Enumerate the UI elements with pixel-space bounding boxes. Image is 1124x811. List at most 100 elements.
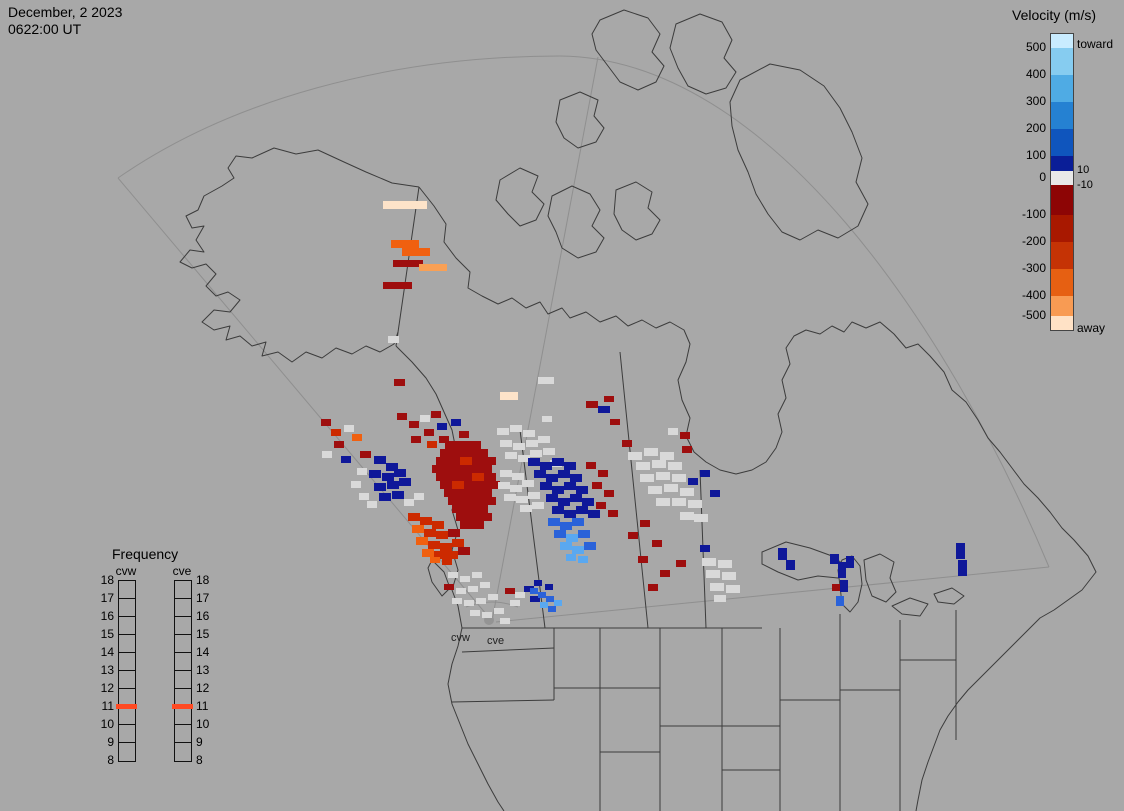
frequency-scale-label: 18 [196, 573, 210, 587]
radar-data-cell [488, 594, 498, 600]
frequency-bar-segment [119, 653, 135, 671]
frequency-bar-segment [119, 707, 135, 725]
radar-data-cell [564, 462, 576, 470]
radar-data-cell [628, 452, 642, 460]
frequency-bar-segment [119, 617, 135, 635]
frequency-scale-label: 9 [196, 735, 203, 749]
radar-data-cell [392, 491, 404, 499]
radar-data-cell [543, 448, 555, 455]
radar-data-cell [391, 240, 419, 248]
radar-data-cell [778, 548, 787, 560]
colorbar-segment [1051, 156, 1073, 171]
radar-data-cell [444, 584, 454, 590]
radar-data-cell [424, 429, 434, 436]
radar-data-cell [452, 505, 464, 513]
radar-data-cell [510, 425, 522, 432]
radar-data-cell [700, 470, 710, 477]
frequency-scale-label: 8 [196, 753, 203, 767]
radar-data-cell [538, 592, 546, 598]
radar-data-cell [344, 425, 354, 432]
frequency-bar-segment [119, 635, 135, 653]
radar-data-cell [500, 618, 510, 624]
frequency-scale-label: 10 [196, 717, 210, 731]
radar-data-cell [576, 486, 588, 494]
radar-data-cell [505, 588, 515, 594]
radar-data-cell [448, 572, 458, 578]
frequency-scale-label: 17 [196, 591, 210, 605]
radar-site-label-cve: cve [487, 635, 505, 647]
colorbar-title: Velocity (m/s) [1012, 7, 1097, 23]
radar-data-cell [688, 478, 698, 485]
radar-data-cell [668, 428, 678, 435]
radar-data-cell [440, 449, 452, 457]
radar-data-cell [367, 501, 377, 508]
colorbar-segment [1051, 34, 1073, 48]
colorbar-tick-label: -500 [1021, 308, 1046, 322]
radar-data-cell [520, 505, 532, 512]
radar-data-cell [710, 583, 724, 591]
radar-data-cell [722, 572, 736, 580]
colorbar-tick-label: 0 [1039, 170, 1046, 184]
radar-data-cell [656, 472, 670, 480]
radar-data-cell [436, 473, 448, 481]
radar-data-cell [552, 458, 564, 466]
frequency-scale-label: 14 [196, 645, 210, 659]
radar-data-cell [420, 415, 430, 422]
radar-data-cell [321, 419, 331, 426]
radar-data-cell [416, 537, 428, 545]
radar-data-cell [636, 462, 650, 470]
frequency-scale-label: 17 [100, 591, 114, 605]
radar-data-cell [576, 506, 588, 514]
date-text: December, 2 2023 [8, 4, 123, 20]
radar-data-cell [578, 530, 590, 538]
time-text: 0622:00 UT [8, 21, 82, 37]
colorbar-segment [1051, 296, 1073, 316]
radar-data-cell [388, 336, 399, 343]
radar-data-cell [352, 434, 362, 441]
radar-data-cell [726, 585, 740, 593]
radar-data-cell [500, 440, 512, 447]
radar-data-cell [546, 494, 558, 502]
radar-data-cell [322, 451, 332, 458]
radar-data-cell [331, 429, 341, 436]
radar-data-cell [505, 452, 517, 459]
radar-data-cell [530, 450, 542, 457]
frequency-bar-segment [175, 653, 191, 671]
colorbar-segment [1051, 215, 1073, 242]
radar-data-cell [488, 481, 500, 489]
radar-data-cell [582, 498, 594, 506]
frequency-bar-segment [119, 671, 135, 689]
radar-data-cell [436, 531, 448, 539]
radar-data-cell [524, 586, 534, 592]
radar-data-cell [598, 406, 610, 413]
radar-data-cell [460, 457, 472, 465]
radar-data-cell [640, 520, 650, 527]
frequency-bar-segment [175, 599, 191, 617]
radar-data-cell [640, 474, 654, 482]
colorbar-tick-label: -100 [1021, 207, 1046, 221]
frequency-scale-label: 15 [100, 627, 114, 641]
radar-data-cell [660, 570, 670, 577]
radar-data-cell [397, 413, 407, 420]
radar-data-cell [394, 469, 406, 477]
radar-data-cell [513, 443, 525, 450]
radar-data-cell [832, 584, 842, 591]
radar-data-cell [445, 441, 457, 449]
radar-data-cell [578, 556, 588, 563]
colorbar-segment [1051, 102, 1073, 129]
timestamp: December, 2 2023 0622:00 UT [8, 4, 122, 38]
radar-data-cell [570, 474, 582, 482]
radar-data-cell [688, 500, 702, 508]
radar-data-cell [351, 481, 361, 488]
radar-data-cell [432, 465, 444, 473]
colorbar-segment [1051, 129, 1073, 156]
frequency-bar-segment [175, 707, 191, 725]
radar-data-cell [498, 482, 510, 489]
frequency-legend-title: Frequency [112, 546, 179, 562]
colorbar-tick-label: 200 [1025, 121, 1046, 135]
colorbar-tick-label: 400 [1025, 67, 1046, 81]
radar-data-cell [408, 513, 420, 521]
frequency-bar-cve [174, 580, 192, 762]
radar-data-cell [419, 264, 447, 271]
radar-data-cell [440, 481, 452, 489]
